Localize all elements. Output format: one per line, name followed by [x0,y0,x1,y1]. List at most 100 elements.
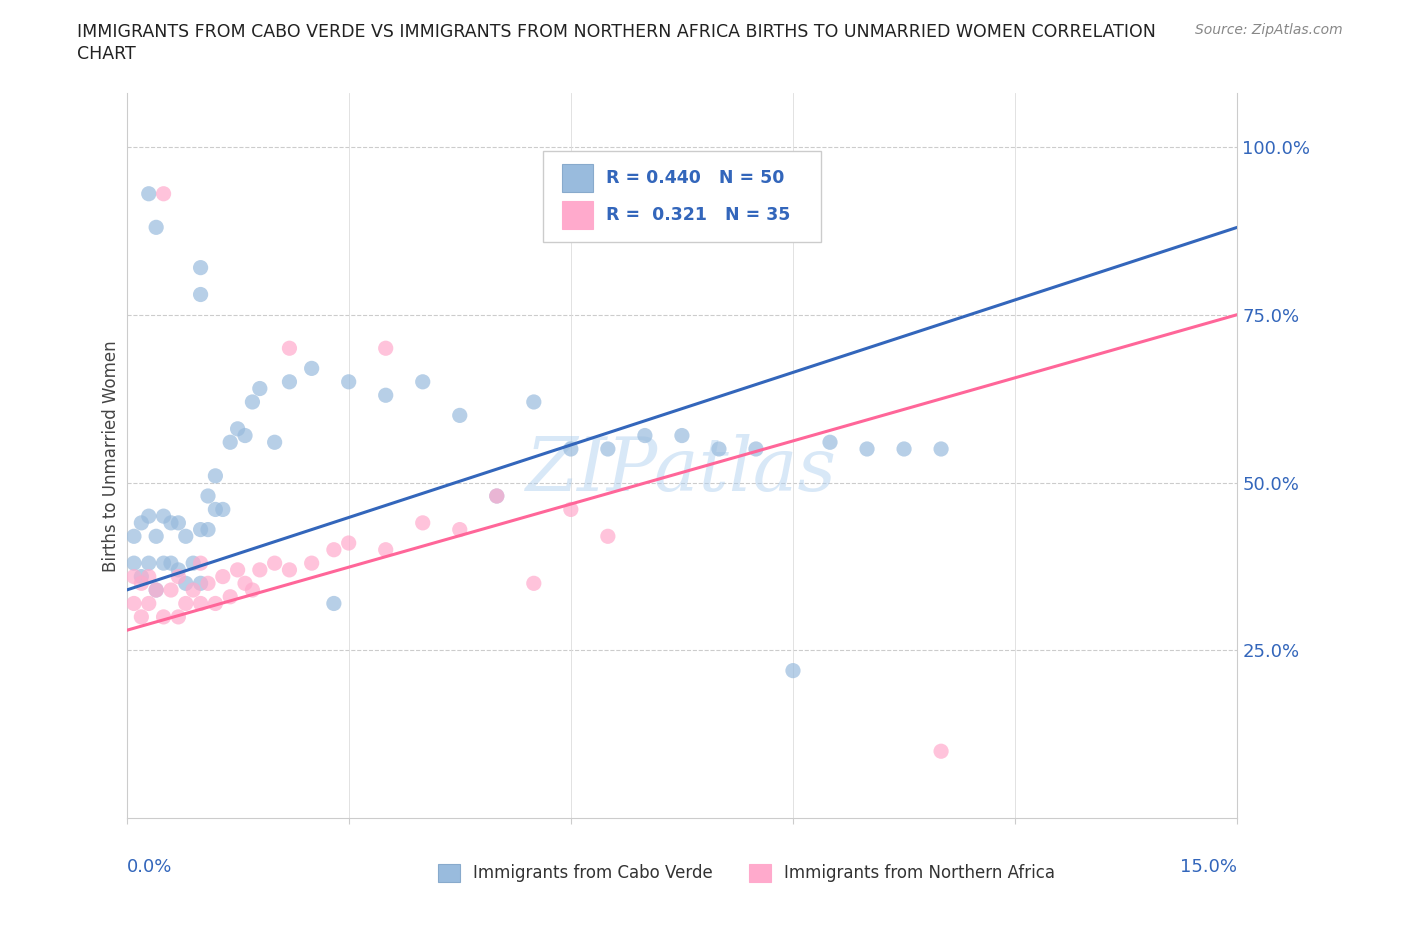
Point [160,515,183,530]
Point [560,502,582,517]
Point [131,576,153,591]
FancyBboxPatch shape [543,151,821,242]
Point [322,542,344,557]
Point [131,609,153,624]
Text: R = 0.440   N = 50: R = 0.440 N = 50 [606,169,785,187]
Point [160,582,183,597]
Point [131,569,153,584]
Point [337,375,360,390]
Point [301,556,323,571]
Point [174,596,197,611]
Point [242,394,264,409]
Text: Source: ZipAtlas.com: Source: ZipAtlas.com [1195,23,1343,37]
Point [596,442,619,457]
Point [671,428,693,443]
Point [145,529,167,544]
Point [152,509,174,524]
Bar [562,165,593,192]
Point [233,576,256,591]
Text: Immigrants from Northern Africa: Immigrants from Northern Africa [785,864,1054,882]
Point [560,442,582,457]
Point [233,428,256,443]
Point [197,576,219,591]
Point [374,542,396,557]
Point [412,515,434,530]
Point [152,609,174,624]
Point [204,469,226,484]
Point [167,609,190,624]
Point [204,596,226,611]
Point [160,556,183,571]
Point [122,569,145,584]
Point [226,421,249,436]
Bar [562,201,593,229]
Point [190,260,212,275]
Point [301,361,323,376]
Point [190,556,212,571]
Point [174,576,197,591]
Bar [437,864,460,882]
Point [211,569,233,584]
Point [145,582,167,597]
Point [449,408,471,423]
Point [523,394,546,409]
Point [219,435,242,450]
Point [745,442,768,457]
Point [167,569,190,584]
Point [412,375,434,390]
Point [263,435,285,450]
Point [190,576,212,591]
Point [197,522,219,537]
Point [138,186,160,201]
Point [219,590,242,604]
Point [138,556,160,571]
Point [197,488,219,503]
Point [249,381,271,396]
Point [782,663,804,678]
Point [122,529,145,544]
Point [263,556,285,571]
Point [152,186,174,201]
Point [278,340,301,355]
Point [485,488,508,503]
Point [485,488,508,503]
Point [929,744,952,759]
Point [929,442,952,457]
Point [122,556,145,571]
Text: Immigrants from Cabo Verde: Immigrants from Cabo Verde [472,864,713,882]
Point [242,582,264,597]
Text: R =  0.321   N = 35: R = 0.321 N = 35 [606,206,790,224]
Point [181,582,204,597]
Point [138,569,160,584]
Point [634,428,657,443]
Point [167,563,190,578]
Point [181,556,204,571]
Text: 0.0%: 0.0% [127,858,172,876]
Point [190,287,212,302]
Point [707,442,730,457]
Point [322,596,344,611]
Point [145,219,167,234]
Point [596,529,619,544]
Point [152,556,174,571]
Point [138,596,160,611]
Point [211,502,233,517]
Point [174,529,197,544]
Text: IMMIGRANTS FROM CABO VERDE VS IMMIGRANTS FROM NORTHERN AFRICA BIRTHS TO UNMARRIE: IMMIGRANTS FROM CABO VERDE VS IMMIGRANTS… [77,23,1156,41]
Point [138,509,160,524]
Point [374,388,396,403]
Point [190,522,212,537]
Point [374,340,396,355]
Text: 15.0%: 15.0% [1180,858,1237,876]
Point [249,563,271,578]
Point [167,515,190,530]
Point [523,576,546,591]
Point [278,375,301,390]
Point [122,596,145,611]
Bar [748,864,770,882]
Point [190,596,212,611]
Point [337,536,360,551]
Point [818,435,841,450]
Point [204,502,226,517]
Point [856,442,879,457]
